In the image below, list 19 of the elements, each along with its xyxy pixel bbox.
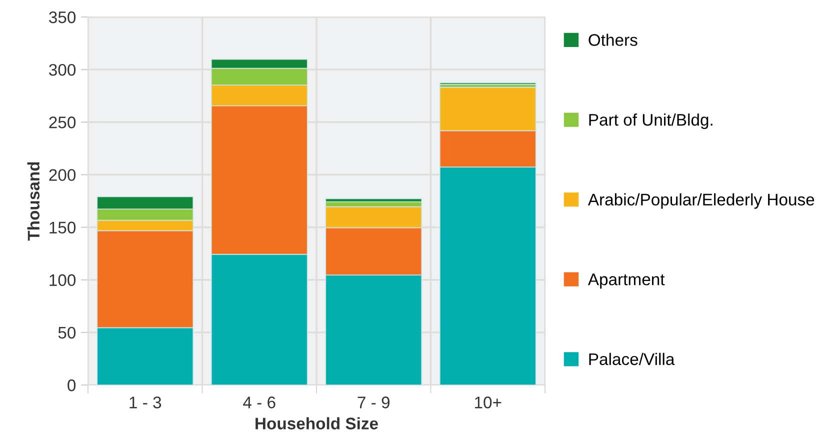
y-tick-label: 100 [50, 274, 76, 286]
y-tick-label: 350 [49, 11, 76, 24]
y-tick-label: 200 [49, 169, 76, 181]
y-tick-label: 150 [50, 222, 76, 234]
y-tick-label: 0 [68, 379, 76, 392]
x-tick-label: 7 - 9 [358, 396, 390, 408]
y-axis-title: Thousand [27, 162, 40, 241]
y-tick-label: 50 [58, 326, 76, 339]
legend-label: Others [588, 34, 638, 46]
x-tick-label: 10+ [475, 396, 502, 408]
x-tick-label: 4 - 6 [243, 396, 276, 408]
legend-label: Palace/Villa [589, 352, 675, 366]
legend-label: Part of Unit/Bldg. [589, 113, 712, 130]
x-axis-title: Household Size [256, 417, 378, 430]
legend-label: Apartment [588, 274, 665, 289]
y-tick-label: 250 [49, 116, 76, 128]
y-tick-label: 300 [49, 64, 76, 76]
x-tick-label: 1 - 3 [130, 396, 162, 408]
legend-label: Arabic/Popular/Elederly House [588, 193, 814, 209]
